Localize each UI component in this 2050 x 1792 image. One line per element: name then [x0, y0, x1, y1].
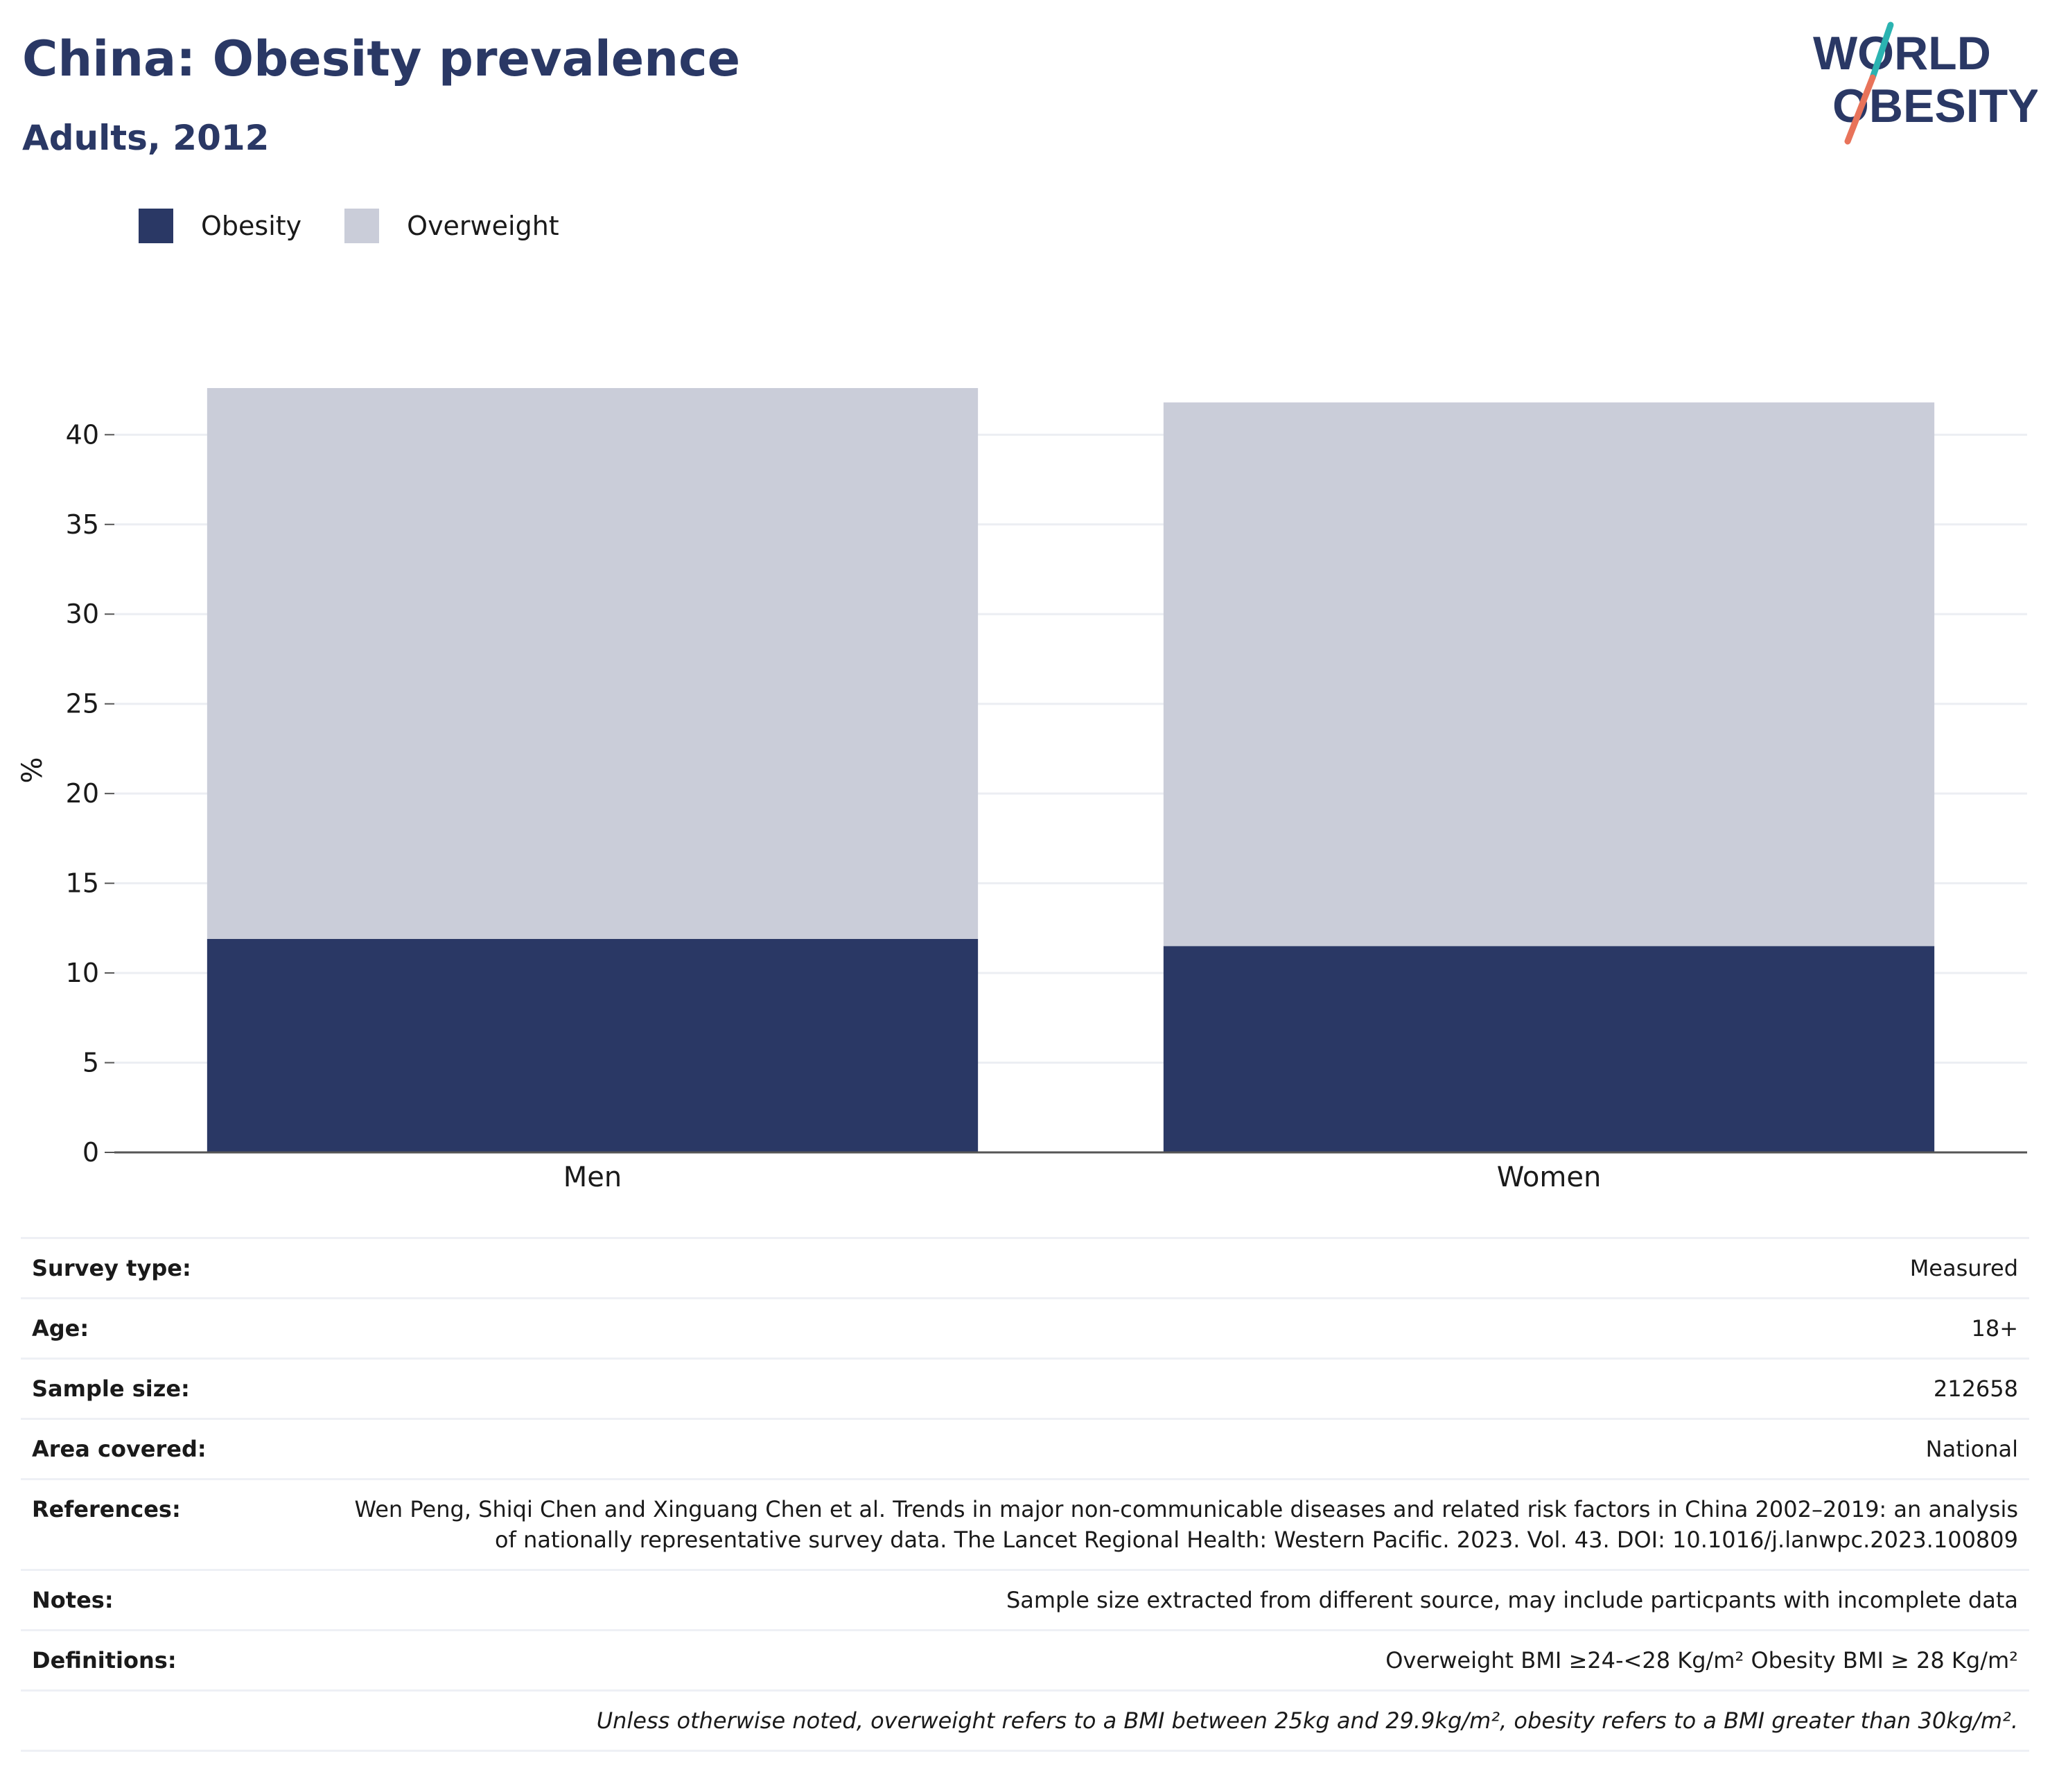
info-value: National	[334, 1418, 2029, 1479]
x-tick-label: Women	[1497, 1161, 1602, 1193]
y-tick-label: 10	[66, 958, 99, 988]
logo-slash-coral	[1844, 74, 1876, 145]
y-tick-label: 0	[82, 1137, 99, 1168]
y-tick-label: 30	[66, 599, 99, 629]
legend-swatch-overweight	[344, 209, 380, 243]
legend-item-overweight[interactable]: Overweight	[344, 209, 559, 243]
info-value: Sample size extracted from different sou…	[334, 1569, 2029, 1631]
bar-overweight-women[interactable]	[1163, 402, 1935, 947]
info-row-sample-size: Sample size: 212658	[21, 1358, 2029, 1419]
info-label: References:	[21, 1478, 334, 1570]
y-tick-label: 25	[66, 689, 99, 719]
info-label: Definitions:	[21, 1629, 334, 1691]
info-value: Wen Peng, Shiqi Chen and Xinguang Chen e…	[334, 1478, 2029, 1570]
y-tick-label: 15	[66, 868, 99, 899]
survey-info-table: Survey type: Measured Age: 18+ Sample si…	[21, 1237, 2029, 1752]
legend-item-obesity[interactable]: Obesity	[139, 209, 301, 243]
chart-legend: Obesity Overweight	[139, 207, 602, 245]
bar-chart: 0 5 10 15 20 25 30 35 40% Men Women	[17, 388, 2027, 1193]
legend-label-obesity: Obesity	[201, 211, 302, 241]
info-label: Age:	[21, 1297, 334, 1359]
y-tick-label: 35	[66, 509, 99, 540]
y-tick-label: 40	[66, 419, 99, 450]
legend-label-overweight: Overweight	[407, 211, 559, 241]
info-label: Area covered:	[21, 1418, 334, 1479]
info-label: Survey type:	[21, 1237, 334, 1299]
world-obesity-logo: WORLD OBESITY	[1813, 21, 2038, 145]
info-value: Measured	[334, 1237, 2029, 1299]
info-row-footnote: Unless otherwise noted, overweight refer…	[21, 1689, 2029, 1752]
info-label: Notes:	[21, 1569, 334, 1631]
y-tick-label: 5	[82, 1048, 99, 1078]
bar-overweight-men[interactable]	[207, 388, 979, 939]
y-tick-label: 20	[66, 778, 99, 809]
footnote: Unless otherwise noted, overweight refer…	[21, 1689, 2029, 1752]
y-axis-label: %	[17, 757, 49, 783]
info-row-references: References: Wen Peng, Shiqi Chen and Xin…	[21, 1478, 2029, 1570]
logo-line1: WORLD	[1813, 27, 1991, 80]
chart-title: China: Obesity prevalence	[22, 30, 741, 87]
info-label: Sample size:	[21, 1358, 334, 1419]
legend-swatch-obesity	[139, 209, 173, 243]
logo-slash-teal	[1869, 21, 1894, 81]
bar-obesity-men[interactable]	[207, 938, 979, 1152]
info-row-definitions: Definitions: Overweight BMI ≥24-<28 Kg/m…	[21, 1629, 2029, 1691]
info-row-notes: Notes: Sample size extracted from differ…	[21, 1569, 2029, 1631]
info-row-survey-type: Survey type: Measured	[21, 1237, 2029, 1299]
info-value: 18+	[334, 1297, 2029, 1359]
info-value: 212658	[334, 1358, 2029, 1419]
info-row-area-covered: Area covered: National	[21, 1418, 2029, 1479]
bar-obesity-women[interactable]	[1163, 946, 1935, 1152]
chart-subtitle: Adults, 2012	[22, 118, 270, 158]
x-tick-label: Men	[563, 1161, 622, 1193]
info-value: Overweight BMI ≥24-<28 Kg/m² Obesity BMI…	[334, 1629, 2029, 1691]
info-row-age: Age: 18+	[21, 1297, 2029, 1359]
